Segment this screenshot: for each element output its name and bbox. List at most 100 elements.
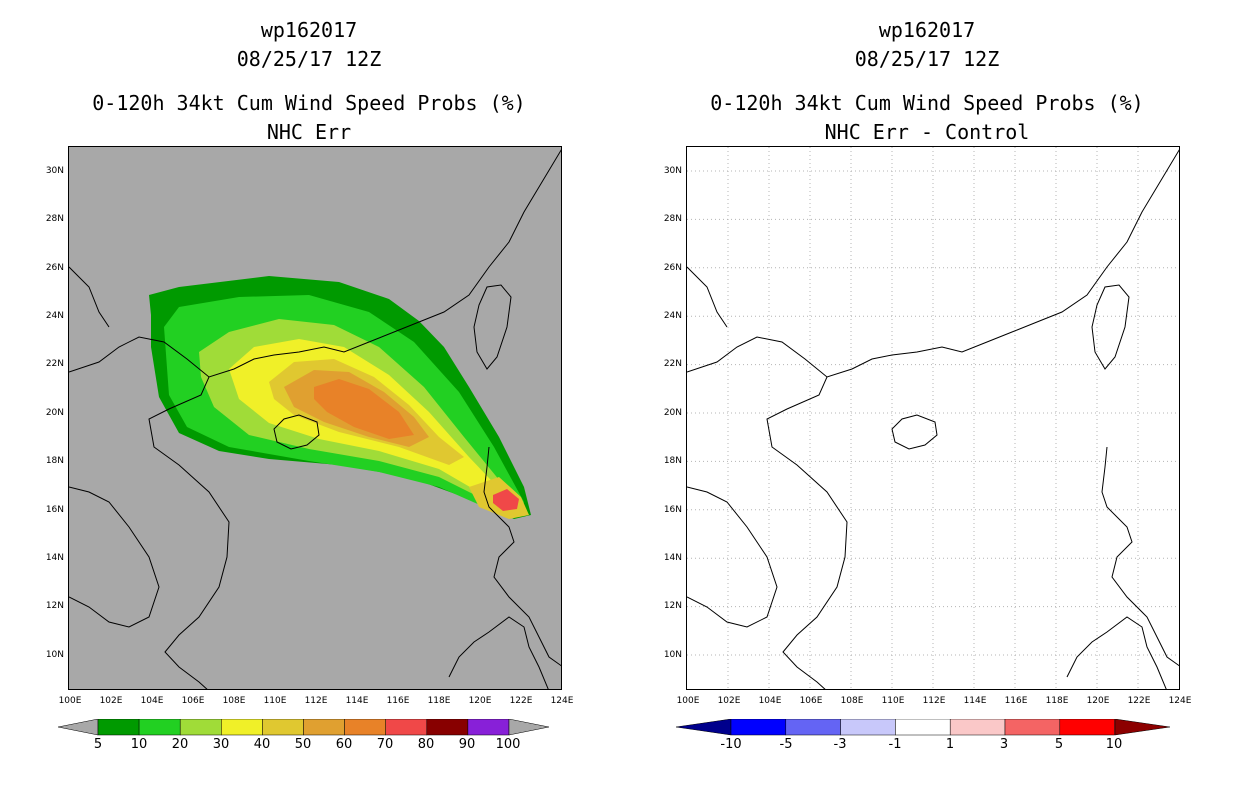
left-colorbar-box [344, 719, 386, 736]
left-probability-map [68, 146, 562, 690]
right-subtitle: NHC Err - Control [824, 120, 1030, 144]
left-lon-label: 118E [427, 696, 451, 706]
right-lon-label: 118E [1045, 696, 1069, 706]
left-cb-label: 5 [93, 737, 103, 752]
left-cb-label: 40 [253, 737, 271, 752]
right-product-title: 0-120h 34kt Cum Wind Speed Probs (%) [710, 91, 1144, 115]
left-lat-label: 22N [45, 359, 64, 369]
right-lon-label: 112E [922, 696, 946, 706]
right-lon-label: 102E [717, 696, 741, 706]
right-colorbar-box [785, 719, 841, 736]
left-lon-label: 110E [263, 696, 287, 706]
left-colorbar-box [385, 719, 428, 736]
right-lon-label: 108E [840, 696, 864, 706]
right-lon-label: 120E [1086, 696, 1110, 706]
right-colorbar-box [1059, 719, 1115, 736]
left-colorbar-box [467, 719, 510, 736]
right-colorbar-box [1004, 719, 1061, 736]
right-colorbar-box [949, 719, 1006, 736]
left-cb-label: 10 [130, 737, 148, 752]
right-lat-label: 10N [663, 650, 682, 660]
right-title-block: wp162017 08/25/17 12Z 0-120h 34kt Cum Wi… [680, 16, 1174, 147]
left-cb-label: 90 [458, 737, 476, 752]
left-lat-label: 20N [45, 408, 64, 418]
left-colorbar-box [179, 719, 222, 736]
right-lon-label: 124E [1168, 696, 1192, 706]
right-lon-label: 104E [758, 696, 782, 706]
left-lon-label: 100E [58, 696, 82, 706]
left-lon-label: 120E [468, 696, 492, 706]
swath-60pct [314, 379, 414, 439]
right-colorbar-box [840, 719, 896, 736]
right-lat-label: 14N [663, 553, 682, 563]
left-lon-label: 114E [345, 696, 369, 706]
probability-swath [149, 276, 531, 519]
left-storm-id: wp162017 [260, 18, 358, 42]
right-lat-label: 20N [663, 408, 682, 418]
right-storm-id: wp162017 [878, 18, 976, 42]
right-lon-label: 100E [676, 696, 700, 706]
right-lat-label: 22N [663, 359, 682, 369]
left-lat-label: 14N [45, 553, 64, 563]
left-lon-label: 102E [99, 696, 123, 706]
right-cb-label: -1 [888, 737, 902, 752]
left-lat-label: 12N [45, 601, 64, 611]
left-lon-label: 112E [304, 696, 328, 706]
right-cb-label: 10 [1105, 737, 1123, 752]
right-lat-label: 16N [663, 505, 682, 515]
left-lon-label: 116E [386, 696, 410, 706]
left-colorbar-box [426, 719, 469, 736]
left-cb-label: 20 [171, 737, 189, 752]
left-colorbar [58, 719, 550, 736]
left-colorbar-box [138, 719, 181, 736]
right-cb-label: -10 [720, 737, 742, 752]
right-cb-label: 5 [1054, 737, 1064, 752]
left-cb-label: 80 [417, 737, 435, 752]
right-lat-label: 26N [663, 263, 682, 273]
left-colorbar-box [262, 719, 304, 736]
right-datetime: 08/25/17 12Z [854, 47, 1000, 71]
right-graticule [687, 147, 1179, 689]
right-colorbar-end-right [1114, 719, 1171, 736]
right-lat-label: 12N [663, 601, 682, 611]
left-cb-label: 100 [495, 737, 521, 752]
left-product-title: 0-120h 34kt Cum Wind Speed Probs (%) [92, 91, 526, 115]
right-cb-label: 3 [999, 737, 1009, 752]
left-lat-label: 28N [45, 214, 64, 224]
right-lon-label: 110E [881, 696, 905, 706]
left-title-block: wp162017 08/25/17 12Z 0-120h 34kt Cum Wi… [62, 16, 556, 147]
left-lon-label: 104E [140, 696, 164, 706]
left-lat-label: 10N [45, 650, 64, 660]
left-colorbar-box [97, 719, 140, 736]
right-map-background [687, 147, 1179, 689]
left-colorbar-end-right [508, 719, 550, 736]
left-cb-label: 70 [376, 737, 394, 752]
left-lon-label: 124E [550, 696, 574, 706]
right-cb-label: 1 [945, 737, 955, 752]
right-coastlines [687, 149, 1179, 689]
left-datetime: 08/25/17 12Z [236, 47, 382, 71]
right-colorbar [676, 719, 1171, 736]
left-lon-label: 122E [509, 696, 533, 706]
right-cb-label: -3 [833, 737, 847, 752]
right-lon-label: 114E [963, 696, 987, 706]
left-subtitle: NHC Err [266, 120, 352, 144]
left-lat-label: 30N [45, 166, 64, 176]
left-colorbar-box [303, 719, 345, 736]
left-colorbar-end-left [58, 719, 99, 736]
left-cb-label: 50 [294, 737, 312, 752]
left-lon-label: 108E [222, 696, 246, 706]
left-lon-label: 106E [181, 696, 205, 706]
right-lat-label: 30N [663, 166, 682, 176]
right-colorbar-box [730, 719, 787, 736]
right-difference-map [686, 146, 1180, 690]
right-lon-label: 122E [1127, 696, 1151, 706]
left-colorbar-box [221, 719, 263, 736]
left-lat-label: 24N [45, 311, 64, 321]
left-cb-label: 60 [335, 737, 353, 752]
right-colorbar-end-left [676, 719, 732, 736]
right-lat-label: 18N [663, 456, 682, 466]
left-lat-label: 26N [45, 263, 64, 273]
left-cb-label: 30 [212, 737, 230, 752]
right-lon-label: 106E [799, 696, 823, 706]
